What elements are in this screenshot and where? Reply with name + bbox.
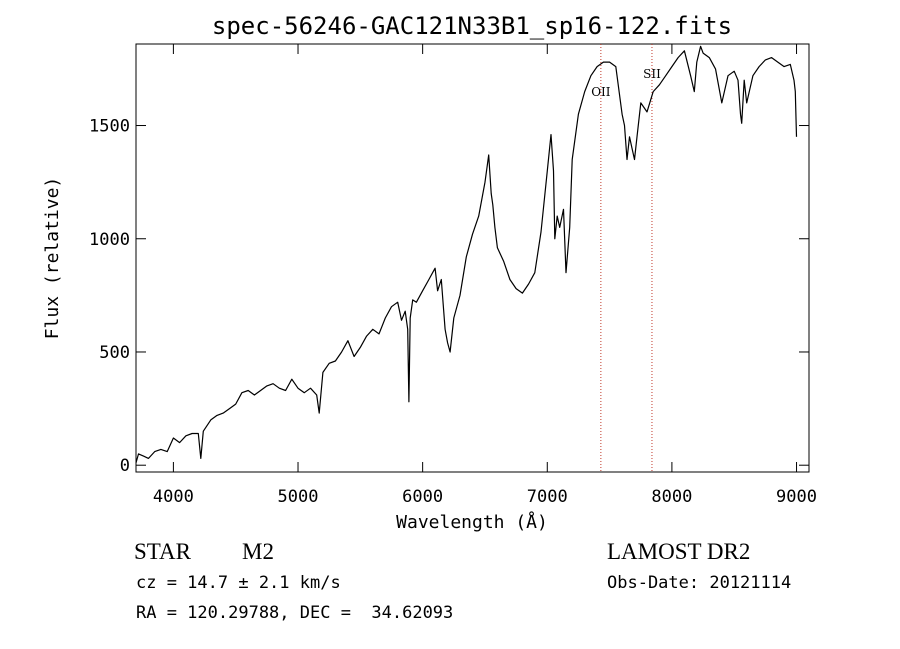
series-group	[135, 45, 798, 464]
line-annotations: OII SII	[591, 44, 661, 472]
x-tick-label: 8000	[651, 487, 692, 507]
obs-date: Obs-Date: 20121114	[607, 573, 792, 593]
redshift-readout: cz = 14.7 ± 2.1 km/s	[136, 573, 341, 593]
x-tick-label: 7000	[527, 487, 568, 507]
annotation-label: OII	[591, 85, 611, 99]
chart-title: spec-56246-GAC121N33B1_sp16-122.fits	[212, 12, 732, 40]
y-tick-label: 1500	[89, 117, 130, 137]
x-tick-label: 9000	[776, 487, 817, 507]
object-subclass: M2	[242, 539, 274, 564]
x-tick-label: 6000	[402, 487, 443, 507]
y-tick-label: 500	[99, 343, 130, 363]
survey-name: LAMOST DR2	[607, 539, 751, 564]
axis-ticks: 4000 5000 6000 7000 8000 9000 0 500 1000 1500	[89, 44, 817, 507]
y-tick-label: 0	[120, 456, 130, 476]
x-tick-label: 5000	[278, 487, 319, 507]
x-axis-label: Wavelength (Å)	[396, 511, 548, 533]
plot-frame	[135, 43, 810, 473]
spectrum-line	[135, 45, 798, 464]
coordinates: RA = 120.29788, DEC = 34.62093	[136, 603, 454, 623]
y-tick-label: 1000	[89, 230, 130, 250]
x-tick-label: 4000	[153, 487, 194, 507]
annotation-label: SII	[643, 67, 661, 81]
object-type: STAR	[134, 539, 191, 564]
y-axis-label: Flux (relative)	[42, 177, 63, 340]
